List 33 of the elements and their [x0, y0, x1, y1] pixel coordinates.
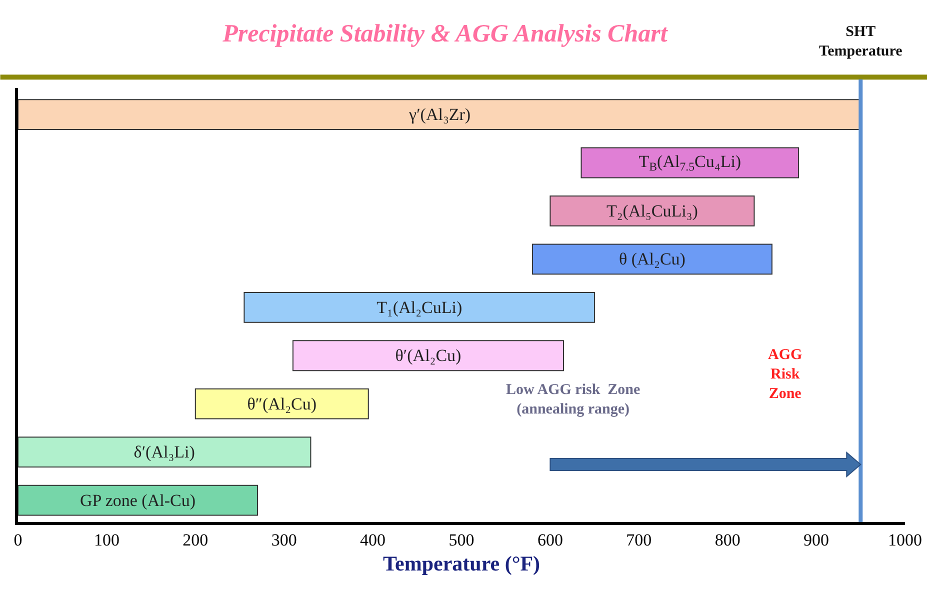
x-tick-label: 500: [448, 530, 474, 550]
x-tick-label: 900: [804, 530, 830, 550]
y-tick-label: T₁(Al₂CuLi): [376, 298, 462, 317]
x-tick-label: 300: [271, 530, 297, 550]
x-tick-label: 1000: [888, 530, 922, 550]
y-tick-label: γ′(Al₃Zr): [408, 105, 471, 124]
x-tick-label: 800: [714, 530, 740, 550]
x-tick-label: 0: [14, 530, 22, 550]
annotation: Low AGG risk Zone (annealing range): [506, 382, 641, 418]
bar: [532, 244, 772, 275]
bar: [550, 196, 755, 226]
y-tick-label: T₂(Al₅CuLi₃): [606, 201, 698, 220]
y-tick-label: θ″(Al₂Cu): [247, 394, 317, 414]
bar: [194, 388, 369, 420]
x-tick-label: 600: [537, 530, 563, 550]
y-tick-label: T$_{B}$(Al$_{7.5}$Cu₄Li): [638, 152, 742, 174]
x-tick-label: 200: [182, 530, 208, 550]
y-tick-label: θ (Al₂Cu): [618, 250, 686, 269]
y-tick-label: δ′(Al₃Li): [134, 442, 195, 462]
x-tick-label: 100: [94, 530, 120, 550]
bar: [244, 292, 596, 323]
x-axis-title: Temperature (°F): [382, 552, 540, 576]
x-tick-label: 400: [360, 530, 386, 550]
bar: [18, 484, 258, 516]
annotation: AGG Risk Zone: [768, 347, 802, 402]
bar: [580, 147, 800, 178]
chart-title: Precipitate Stability & AGG Analysis Chart: [222, 20, 668, 48]
ref-line-label: SHT Temperature: [819, 24, 903, 60]
x-tick-label: 700: [626, 530, 652, 550]
bar: [292, 340, 564, 372]
y-tick-label: θ′(Al₂Cu): [395, 346, 462, 366]
bar: [18, 436, 312, 468]
y-tick-label: GP zone (Al-Cu): [80, 490, 196, 510]
